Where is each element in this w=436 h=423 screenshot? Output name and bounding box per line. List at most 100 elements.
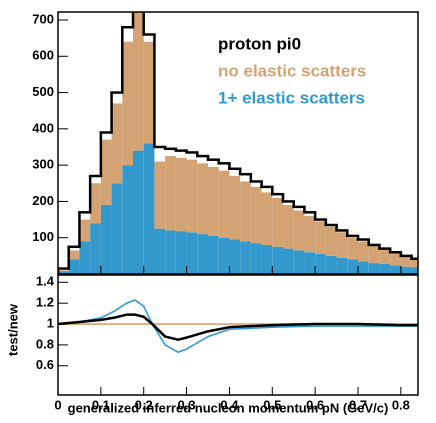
bar: [133, 12, 144, 151]
bar: [325, 226, 337, 256]
y-axis-label: test/new: [5, 303, 20, 356]
bar: [240, 181, 251, 242]
ratio-line: [57, 299, 418, 354]
bar: [90, 223, 101, 274]
histogram-panel: [58, 12, 418, 274]
bar: [229, 239, 241, 274]
y-tick-label: 1.2: [36, 295, 54, 310]
bar: [293, 210, 305, 251]
bar: [347, 259, 358, 274]
bar: [90, 183, 101, 224]
ratio-line: [57, 313, 418, 341]
bar: [315, 221, 326, 255]
legend-entry: 1+ elastic scatters: [218, 88, 365, 107]
bar: [368, 245, 380, 264]
y-tick-label: 100: [32, 229, 54, 244]
bar: [100, 139, 112, 206]
bar: [208, 235, 219, 274]
bar: [261, 244, 273, 274]
legend-entry: proton pi0: [218, 34, 301, 53]
bar: [390, 252, 401, 266]
bar: [283, 248, 294, 274]
y-tick-label: 1.4: [36, 274, 55, 289]
x-tick-label: 0.6: [306, 397, 324, 412]
bar: [304, 215, 316, 253]
bar: [175, 157, 187, 232]
bar: [358, 261, 369, 274]
bar: [272, 197, 283, 247]
bar: [186, 159, 198, 233]
y-tick-label: 600: [32, 48, 54, 63]
x-tick-label: 0.4: [220, 397, 239, 412]
bar: [165, 156, 176, 231]
bar: [250, 186, 262, 244]
bar: [208, 166, 219, 236]
y-tick-label: 400: [32, 120, 54, 135]
x-tick-label: 0.1: [92, 397, 110, 412]
x-tick-label: 0.7: [349, 397, 367, 412]
bar: [272, 246, 283, 274]
bar: [154, 228, 166, 274]
bar: [79, 241, 91, 274]
bar: [68, 250, 80, 260]
x-tick-label: 0.3: [178, 397, 196, 412]
bar: [58, 270, 69, 272]
bar: [379, 263, 391, 274]
bar: [400, 266, 412, 274]
y-tick-label: 700: [32, 11, 54, 26]
bar: [293, 250, 305, 274]
bar: [390, 265, 401, 274]
legend-entry: no elastic scatters: [218, 61, 366, 80]
bar: [283, 205, 294, 249]
plot-frame: [57, 11, 419, 275]
bar: [240, 241, 251, 274]
bar: [218, 170, 230, 238]
bar: [218, 237, 230, 274]
x-axis-label: generalized inferred nucleon momentum pN…: [68, 400, 389, 415]
bar: [304, 252, 316, 274]
bar: [133, 150, 144, 274]
plot-frame: [57, 274, 419, 396]
bar: [79, 219, 91, 242]
x-tick-label: 0.5: [263, 397, 281, 412]
bar: [143, 143, 155, 274]
bar: [411, 267, 418, 274]
bar: [58, 271, 69, 274]
bar: [315, 254, 326, 274]
bar: [250, 243, 262, 274]
bar: [336, 257, 348, 274]
bar: [368, 263, 380, 274]
bar: [111, 103, 123, 184]
y-tick-label: 0.8: [36, 336, 54, 351]
bar: [379, 249, 391, 264]
bar: [154, 161, 166, 229]
y-tick-label: 300: [32, 157, 54, 172]
bar: [68, 259, 80, 274]
bar: [165, 230, 176, 274]
bar: [197, 163, 208, 235]
bar: [186, 232, 198, 274]
bar: [122, 165, 133, 274]
bar: [229, 176, 241, 240]
bar: [100, 205, 112, 274]
bar: [347, 237, 358, 260]
y-tick-label: 200: [32, 193, 54, 208]
bar: [336, 232, 348, 258]
x-tick-label: 0: [54, 397, 61, 412]
bar: [197, 234, 208, 274]
bar: [400, 256, 412, 267]
y-tick-label: 0.6: [36, 357, 54, 372]
bar: [325, 255, 337, 274]
x-tick-label: 0.2: [135, 397, 153, 412]
y-tick-label: 500: [32, 84, 54, 99]
bar: [122, 41, 133, 166]
x-tick-label: 0.8: [392, 397, 410, 412]
bar: [143, 41, 155, 144]
y-tick-label: 1: [47, 315, 54, 330]
bar: [175, 231, 187, 274]
bar: [411, 259, 418, 268]
bar: [111, 183, 123, 274]
bar: [261, 192, 273, 245]
bar: [358, 241, 369, 262]
